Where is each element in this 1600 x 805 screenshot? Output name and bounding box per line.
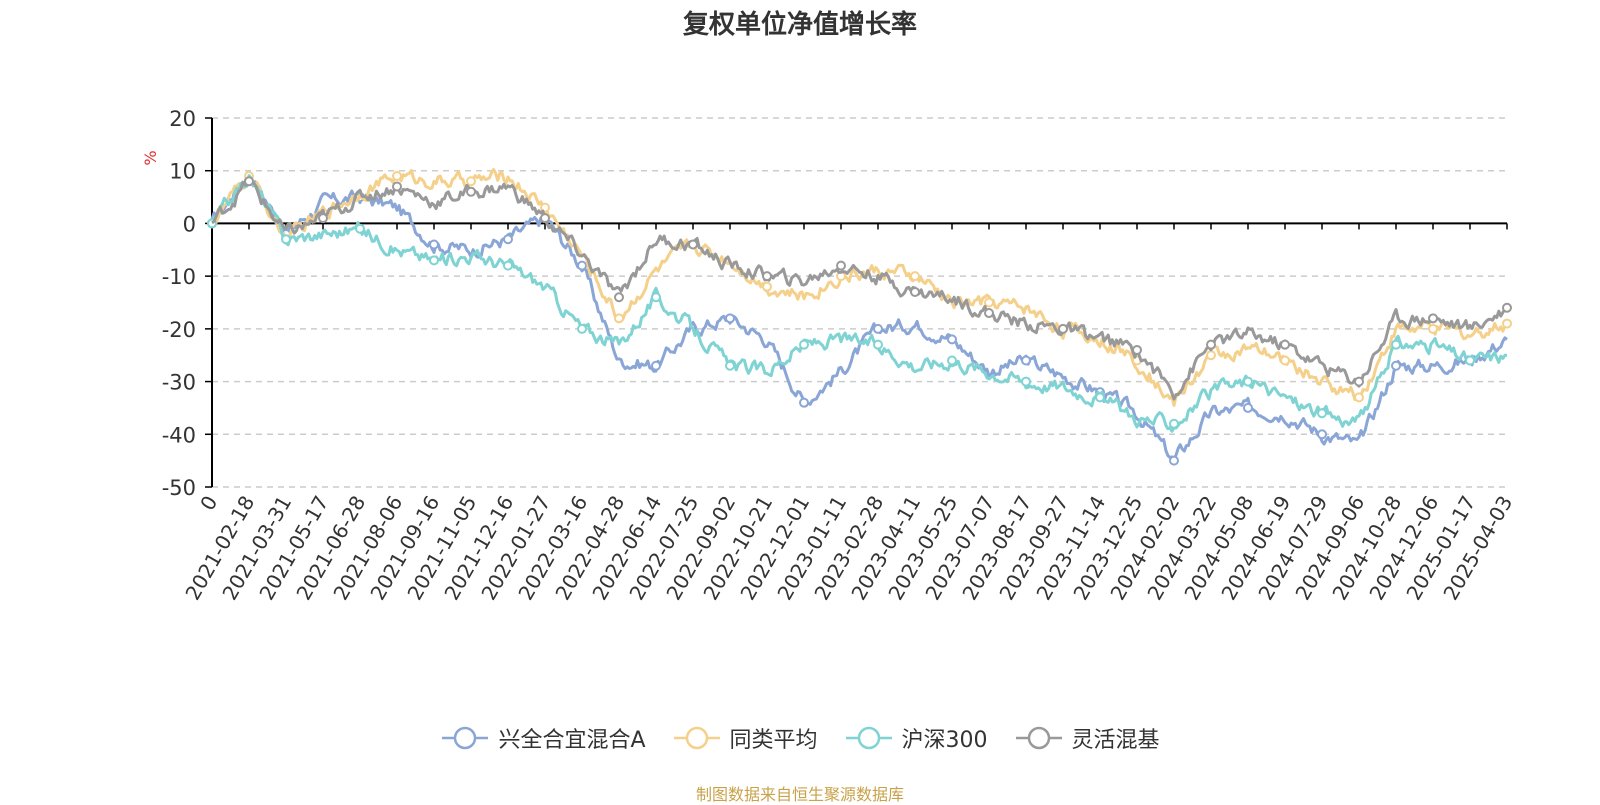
series-point <box>1502 318 1512 329</box>
legend-marker <box>845 726 892 750</box>
series-point <box>799 339 809 350</box>
series-point <box>762 271 772 282</box>
series-point <box>1280 355 1290 366</box>
series-point <box>836 260 846 271</box>
series-point <box>1354 376 1364 387</box>
grid-layer <box>212 117 1507 488</box>
legend-label: 同类平均 <box>729 728 818 753</box>
series-point <box>1465 355 1475 366</box>
legend-marker <box>673 726 720 750</box>
series-point <box>725 313 735 324</box>
series-layer <box>207 168 1512 466</box>
legend-item[interactable]: 同类平均 <box>672 722 818 754</box>
legend-marker <box>1015 726 1062 750</box>
series-point <box>947 355 957 366</box>
series-point <box>799 397 809 408</box>
y-tick-label: 10 <box>169 160 196 184</box>
x-tick-label: 0 <box>195 492 222 515</box>
series-point <box>577 323 587 334</box>
series-point <box>1428 323 1438 334</box>
series-point <box>1206 339 1216 350</box>
series-point <box>318 213 328 224</box>
series-point <box>429 239 439 250</box>
legend-label: 沪深300 <box>901 728 988 753</box>
series-point <box>503 260 513 271</box>
series-point <box>577 260 587 271</box>
series-point <box>947 334 957 345</box>
legend: 兴全合宜混合A 同类平均 沪深300 灵活混基 <box>0 722 1600 754</box>
y-tick-label: -50 <box>162 476 196 500</box>
legend-item[interactable]: 兴全合宜混合A <box>440 722 646 754</box>
series-point <box>688 239 698 250</box>
series-point <box>873 339 883 350</box>
series-point <box>651 360 661 371</box>
series-point <box>873 323 883 334</box>
series-point <box>910 286 920 297</box>
series-point <box>614 313 624 324</box>
label-layer: 20100-10-20-30-40-50%02021-02-182021-03-… <box>141 107 1517 604</box>
series-point <box>1317 408 1327 419</box>
legend-label: 兴全合宜混合A <box>498 728 646 753</box>
y-tick-label: -30 <box>162 371 196 395</box>
series-point <box>1354 392 1364 403</box>
series-line <box>210 172 1508 462</box>
series-point <box>540 213 550 224</box>
series-point <box>614 292 624 303</box>
series-point <box>1095 392 1105 403</box>
series-point <box>355 223 365 234</box>
series-point <box>725 360 735 371</box>
series-point <box>466 186 476 197</box>
series-point <box>910 271 920 282</box>
series-point <box>1502 302 1512 313</box>
series-point <box>1243 402 1253 413</box>
series-point <box>281 234 291 245</box>
legend-item[interactable]: 沪深300 <box>844 722 988 754</box>
series-point <box>1132 344 1142 355</box>
chart-title: 复权单位净值增长率 <box>682 10 917 40</box>
series-point <box>244 176 254 187</box>
series-point <box>762 281 772 292</box>
series-point <box>1021 376 1031 387</box>
series-line <box>210 174 1508 433</box>
series-point <box>429 255 439 266</box>
series-point <box>1169 455 1179 466</box>
source-note: 制图数据来自恒生聚源数据库 <box>695 785 904 804</box>
axis-layer <box>205 117 1508 488</box>
series-point <box>984 308 994 319</box>
series-point <box>503 234 513 245</box>
series-point <box>651 292 661 303</box>
legend-label: 灵活混基 <box>1071 728 1160 753</box>
series-point <box>392 170 402 181</box>
series-point <box>1058 323 1068 334</box>
series-point <box>984 297 994 308</box>
series-point <box>392 181 402 192</box>
series-point <box>1317 429 1327 440</box>
series-point <box>1391 360 1401 371</box>
y-tick-label: -40 <box>162 423 196 447</box>
series-point <box>466 176 476 187</box>
y-tick-label: -10 <box>162 265 196 289</box>
series-point <box>1280 339 1290 350</box>
series-point <box>1428 313 1438 324</box>
y-tick-label: -20 <box>162 318 196 342</box>
series-point <box>1021 355 1031 366</box>
y-tick-label: 0 <box>183 212 196 236</box>
legend-marker <box>442 726 489 750</box>
series-point <box>1391 339 1401 350</box>
series-point <box>1243 376 1253 387</box>
series-line <box>211 177 1508 401</box>
series-point <box>1206 350 1216 361</box>
series-point <box>1169 418 1179 429</box>
series-line <box>210 168 1509 407</box>
legend-item[interactable]: 灵活混基 <box>1014 722 1160 754</box>
y-axis-label: % <box>141 150 160 165</box>
y-tick-label: 20 <box>169 107 196 131</box>
